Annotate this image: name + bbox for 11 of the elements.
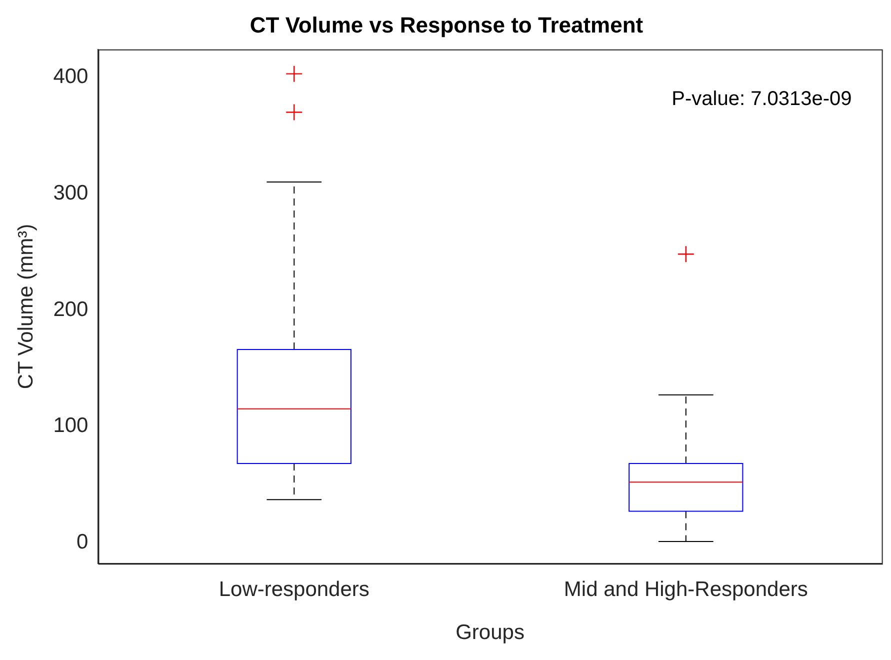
y-tick-label: 400	[53, 65, 88, 88]
x-tick-label: Mid and High-Responders	[564, 578, 808, 601]
annotation: P-value: 7.0313e-09	[672, 88, 852, 110]
chart-title: CT Volume vs Response to Treatment	[250, 12, 644, 38]
y-tick-label: 0	[76, 530, 88, 554]
x-axis-title: Groups	[456, 621, 524, 644]
x-tick-label: Low-responders	[218, 578, 370, 601]
y-tick-label: 200	[53, 298, 88, 321]
y-axis-title: CT Volume (mm³)	[14, 224, 38, 390]
y-tick-label: 100	[53, 414, 88, 438]
y-tick-label: 300	[53, 181, 88, 204]
